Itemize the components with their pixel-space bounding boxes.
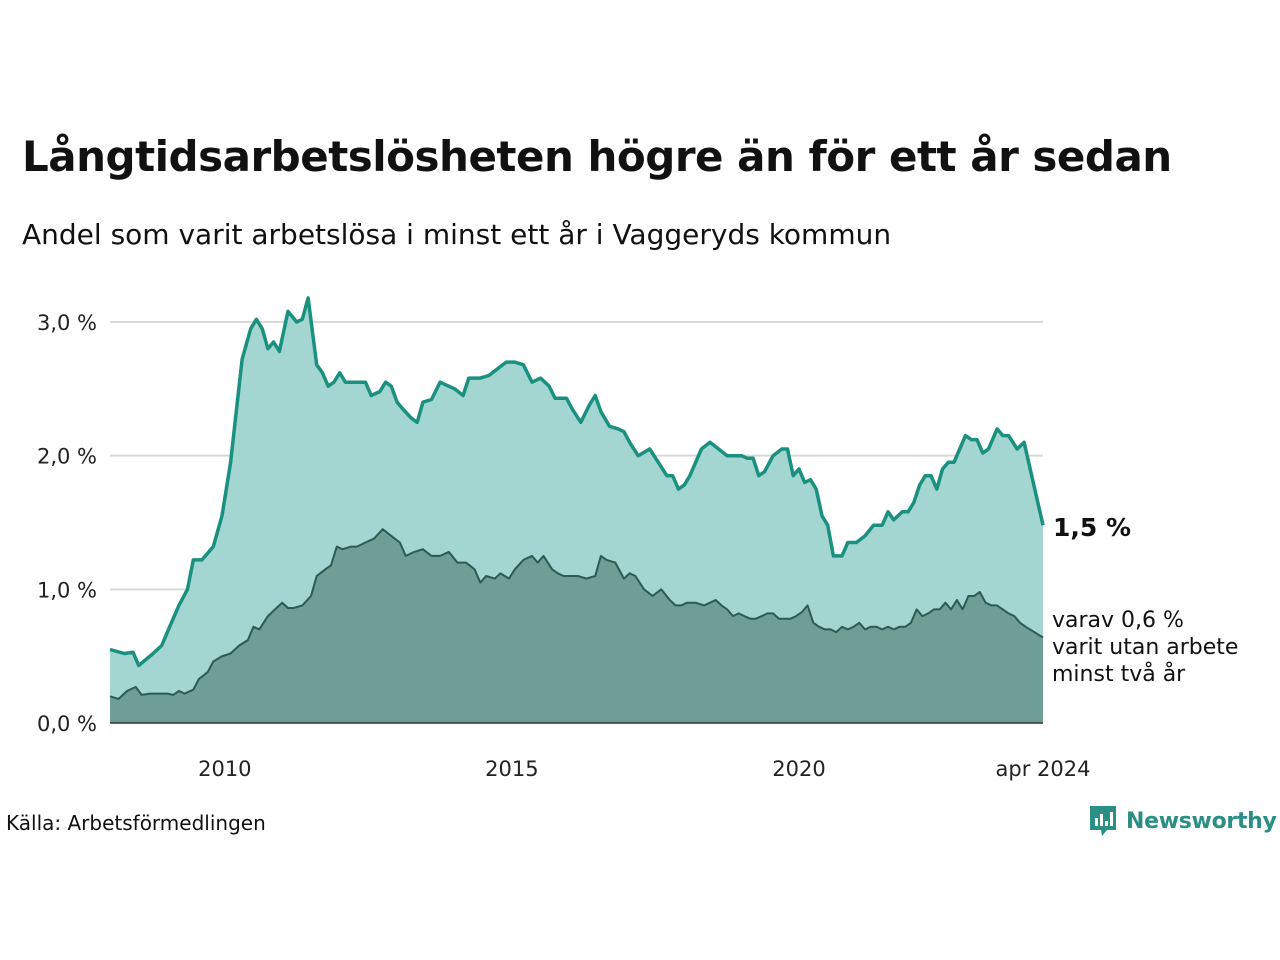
x-tick-label: 2015 <box>485 757 538 781</box>
series-two-years-line <box>109 528 1044 700</box>
y-tick-label: 2,0 % <box>37 445 97 469</box>
sub-series-label: minst två år <box>1052 661 1186 687</box>
source-note: Källa: Arbetsförmedlingen <box>6 811 266 835</box>
y-tick-label: 0,0 % <box>37 712 97 736</box>
x-tick-label: 2010 <box>198 757 251 781</box>
axis-layer: 0,0 % 1,0 % 2,0 % 3,0 % 2010 2015 2020 apr 2024 <box>37 311 1091 781</box>
series-one-year-line <box>109 296 1045 668</box>
y-tick-label: 3,0 % <box>37 311 97 335</box>
chart-title: Långtidsarbetslösheten högre än för ett … <box>22 132 1172 181</box>
x-tick-label: apr 2024 <box>996 757 1091 781</box>
brand-name: Newsworthy <box>1126 808 1277 834</box>
brand-logo[interactable]: Newsworthy <box>1088 804 1277 838</box>
line-layer <box>109 296 1045 700</box>
last-value-label: 1,5 % <box>1053 513 1131 542</box>
area-layer <box>110 297 1043 723</box>
sub-series-label: varav 0,6 % <box>1052 608 1184 633</box>
newsworthy-logo-icon <box>1090 806 1116 836</box>
x-tick-label: 2020 <box>772 757 825 781</box>
chart-subtitle: Andel som varit arbetslösa i minst ett å… <box>22 218 892 251</box>
y-tick-label: 1,0 % <box>37 578 97 602</box>
sub-series-label: varit utan arbete <box>1052 635 1238 660</box>
series-two-years-area <box>110 529 1043 723</box>
